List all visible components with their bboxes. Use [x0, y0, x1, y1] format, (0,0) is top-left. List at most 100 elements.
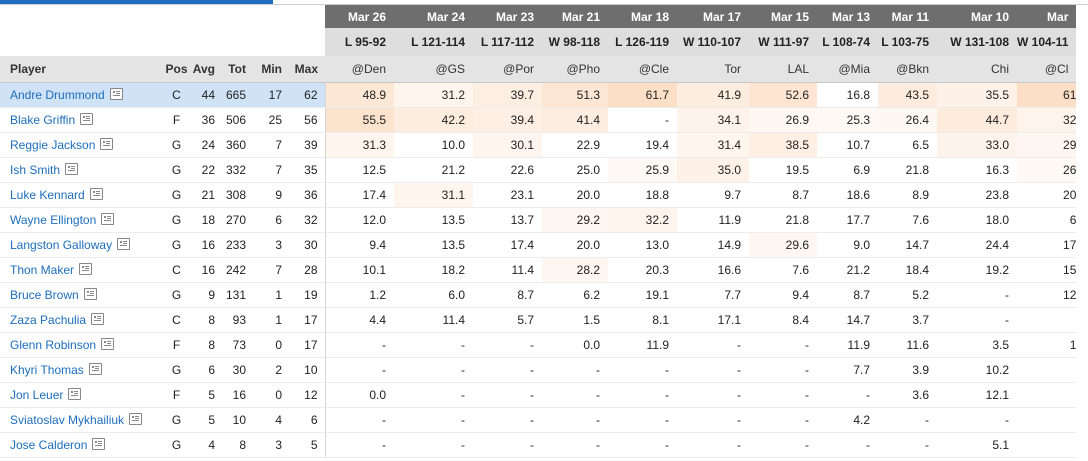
- game-date[interactable]: Mar 17: [677, 5, 749, 28]
- game-result: W 110-107: [677, 28, 749, 56]
- game-date[interactable]: Mar: [1017, 5, 1077, 28]
- player-card-icon[interactable]: [92, 438, 106, 450]
- player-row[interactable]: Luke Kennard G 21 308 9 36 17.4 31.1 23.1 20.0 18.…: [0, 182, 1077, 208]
- game-opponent[interactable]: @Cle: [608, 56, 677, 83]
- game-date[interactable]: Mar 10: [937, 5, 1017, 28]
- player-row[interactable]: Jon Leuer F 5 16 0 12 0.0- - - - - - -3.6 12.1: [0, 382, 1077, 408]
- game-opponent[interactable]: @Pho: [542, 56, 608, 83]
- player-avg: 36: [189, 107, 222, 133]
- column-header-avg[interactable]: Avg: [189, 56, 222, 83]
- player-card-icon[interactable]: [109, 88, 123, 100]
- player-min: 4: [253, 407, 289, 433]
- game-date[interactable]: Mar 24: [394, 5, 473, 28]
- game-date[interactable]: Mar 26: [325, 5, 394, 28]
- player-pos: G: [164, 282, 189, 308]
- player-pos: G: [164, 357, 189, 383]
- column-header-max[interactable]: Max: [289, 56, 325, 83]
- player-link[interactable]: Reggie Jackson: [10, 138, 96, 152]
- column-header-tot[interactable]: Tot: [222, 56, 253, 83]
- player-link[interactable]: Khyri Thomas: [10, 363, 84, 377]
- game-opponent[interactable]: LAL: [749, 56, 817, 83]
- player-link[interactable]: Langston Galloway: [10, 238, 113, 252]
- game-date[interactable]: Mar 21: [542, 5, 608, 28]
- player-card-icon[interactable]: [65, 163, 79, 175]
- player-card-icon[interactable]: [129, 413, 143, 425]
- player-link[interactable]: Ish Smith: [10, 163, 61, 177]
- game-opponent[interactable]: Chi: [937, 56, 1017, 83]
- player-link[interactable]: Bruce Brown: [10, 288, 79, 302]
- game-date[interactable]: Mar 11: [878, 5, 937, 28]
- player-row[interactable]: Reggie Jackson G 24 360 7 39 31.3 10.0 30.1 22.9 1…: [0, 132, 1077, 158]
- game-date[interactable]: Mar 13: [817, 5, 878, 28]
- player-row[interactable]: Glenn Robinson F 8 73 0 17- - -0.0 11.9- -11.9 11.…: [0, 332, 1077, 358]
- player-row[interactable]: Zaza Pachulia C 8 93 1 17 4.4 11.4 5.7 1.5 8.1 17.1…: [0, 307, 1077, 333]
- minutes-cell: 8.9: [878, 182, 937, 208]
- player-card-icon[interactable]: [88, 363, 102, 375]
- player-card-icon[interactable]: [80, 113, 94, 125]
- game-opponent[interactable]: @Den: [325, 56, 394, 83]
- player-card-icon[interactable]: [117, 238, 131, 250]
- player-row[interactable]: Khyri Thomas G 6 30 2 10- - - - - - -7.7 3.9 10.2: [0, 357, 1077, 383]
- game-date[interactable]: Mar 15: [749, 5, 817, 28]
- column-header-player[interactable]: Player: [0, 56, 164, 83]
- player-row[interactable]: Jose Calderon G 4 8 3 5- - - - - - - - -5.1: [0, 432, 1077, 458]
- player-link[interactable]: Zaza Pachulia: [10, 313, 87, 327]
- player-name-cell: Langston Galloway: [0, 232, 164, 258]
- player-avg: 4: [189, 432, 222, 458]
- player-tot: 506: [222, 107, 253, 133]
- player-name-cell: Thon Maker: [0, 257, 164, 283]
- minutes-cell: 9.4: [325, 232, 394, 258]
- minutes-cell: 55.5: [325, 107, 394, 133]
- player-pos: G: [164, 182, 189, 208]
- player-link[interactable]: Wayne Ellington: [10, 213, 97, 227]
- player-pos: F: [164, 382, 189, 408]
- player-card-icon[interactable]: [89, 188, 103, 200]
- player-row[interactable]: Blake Griffin F 36 506 25 56 55.5 42.2 39.4 41.4-…: [0, 107, 1077, 133]
- player-avg: 6: [189, 357, 222, 383]
- game-opponent[interactable]: @Mia: [817, 56, 878, 83]
- column-header-min[interactable]: Min: [253, 56, 289, 83]
- player-card-icon[interactable]: [101, 213, 115, 225]
- minutes-cell: [1017, 357, 1077, 383]
- game-opponent[interactable]: @Cl: [1017, 56, 1077, 83]
- player-link[interactable]: Thon Maker: [10, 263, 75, 277]
- player-row[interactable]: Bruce Brown G 9 131 1 19 1.2 6.0 8.7 6.2 19.1 7.7 9.…: [0, 282, 1077, 308]
- player-row[interactable]: Thon Maker C 16 242 7 28 10.1 18.2 11.4 28.2 20.3 1…: [0, 257, 1077, 283]
- player-row[interactable]: Andre Drummond C 44 665 17 62 48.9 31.2 39.7 51.3…: [0, 82, 1077, 108]
- player-card-icon[interactable]: [83, 288, 97, 300]
- player-tot: 242: [222, 257, 253, 283]
- game-opponent[interactable]: @Por: [473, 56, 542, 83]
- minutes-cell: 39.4: [473, 107, 542, 133]
- game-date[interactable]: Mar 23: [473, 5, 542, 28]
- game-opponent[interactable]: @Bkn: [878, 56, 937, 83]
- minutes-cell: 20.3: [608, 257, 677, 283]
- minutes-cell: -: [749, 432, 817, 458]
- player-row[interactable]: Sviatoslav Mykhailiuk G 5 10 4 6- - - - - - -4.2- -: [0, 407, 1077, 433]
- game-opponent[interactable]: @GS: [394, 56, 473, 83]
- player-min: 3: [253, 432, 289, 458]
- player-card-icon[interactable]: [79, 263, 93, 275]
- player-link[interactable]: Andre Drummond: [10, 88, 105, 102]
- minutes-cell: 24.4: [937, 232, 1017, 258]
- player-link[interactable]: Luke Kennard: [10, 188, 85, 202]
- player-row[interactable]: Ish Smith G 22 332 7 35 12.5 21.2 22.6 25.0 25.9 35…: [0, 157, 1077, 183]
- minutes-cell: [1017, 382, 1077, 408]
- minutes-cell: 7.6: [749, 257, 817, 283]
- player-link[interactable]: Sviatoslav Mykhailiuk: [10, 413, 125, 427]
- player-link[interactable]: Glenn Robinson: [10, 338, 97, 352]
- player-row[interactable]: Langston Galloway G 16 233 3 30 9.4 13.5 17.4 20.…: [0, 232, 1077, 258]
- game-opponent[interactable]: Tor: [677, 56, 749, 83]
- minutes-cell: 17.4: [473, 232, 542, 258]
- player-link[interactable]: Jose Calderon: [10, 438, 88, 452]
- column-header-pos[interactable]: Pos: [164, 56, 189, 83]
- game-result: L 121-114: [394, 28, 473, 56]
- player-card-icon[interactable]: [100, 138, 114, 150]
- game-date[interactable]: Mar 18: [608, 5, 677, 28]
- player-card-icon[interactable]: [91, 313, 105, 325]
- player-row[interactable]: Wayne Ellington G 18 270 6 32 12.0 13.5 13.7 29.2…: [0, 207, 1077, 233]
- player-card-icon[interactable]: [101, 338, 115, 350]
- player-link[interactable]: Jon Leuer: [10, 388, 64, 402]
- player-link[interactable]: Blake Griffin: [10, 113, 76, 127]
- player-card-icon[interactable]: [68, 388, 82, 400]
- minutes-cell: 10.2: [937, 357, 1017, 383]
